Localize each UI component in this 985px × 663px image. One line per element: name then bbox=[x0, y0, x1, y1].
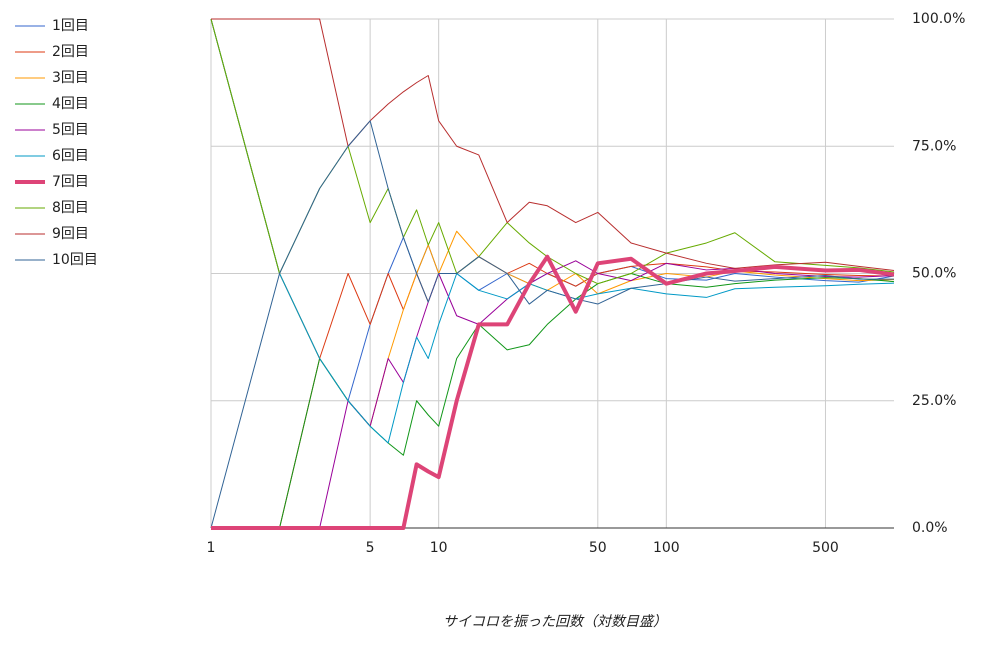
x-tick-label: 1 bbox=[207, 540, 216, 556]
series-line bbox=[210, 18, 895, 285]
x-tick-label: 5 bbox=[366, 540, 375, 556]
series-line bbox=[211, 18, 895, 271]
series-line bbox=[210, 18, 895, 444]
y-tick-label: 100.0% bbox=[912, 11, 965, 27]
series-line bbox=[210, 120, 894, 529]
legend-label: 1回目 bbox=[52, 18, 89, 34]
series-line bbox=[210, 18, 895, 402]
series-line bbox=[211, 254, 895, 530]
legend-label: 10回目 bbox=[52, 252, 98, 268]
x-tick-label: 10 bbox=[430, 540, 448, 556]
x-tick-label: 50 bbox=[589, 540, 607, 556]
legend-label: 3回目 bbox=[52, 70, 89, 86]
legend-label: 8回目 bbox=[52, 200, 89, 216]
series-line bbox=[211, 260, 895, 529]
series-line bbox=[210, 18, 895, 427]
y-tick-label: 25.0% bbox=[912, 393, 956, 409]
legend-label: 4回目 bbox=[52, 96, 89, 112]
x-tick-label: 100 bbox=[653, 540, 680, 556]
legend-label: 6回目 bbox=[52, 148, 89, 164]
series-line bbox=[211, 256, 895, 529]
legend-label: 2回目 bbox=[52, 44, 89, 60]
y-tick-label: 50.0% bbox=[912, 266, 956, 282]
legend-label: 5回目 bbox=[52, 122, 89, 138]
y-tick-label: 0.0% bbox=[912, 520, 948, 536]
x-tick-label: 500 bbox=[812, 540, 839, 556]
y-tick-label: 75.0% bbox=[912, 138, 956, 154]
x-axis-title: サイコロを振った回数（対数目盛） bbox=[443, 614, 667, 630]
legend-label: 7回目 bbox=[52, 174, 89, 190]
legend-label: 9回目 bbox=[52, 226, 89, 242]
